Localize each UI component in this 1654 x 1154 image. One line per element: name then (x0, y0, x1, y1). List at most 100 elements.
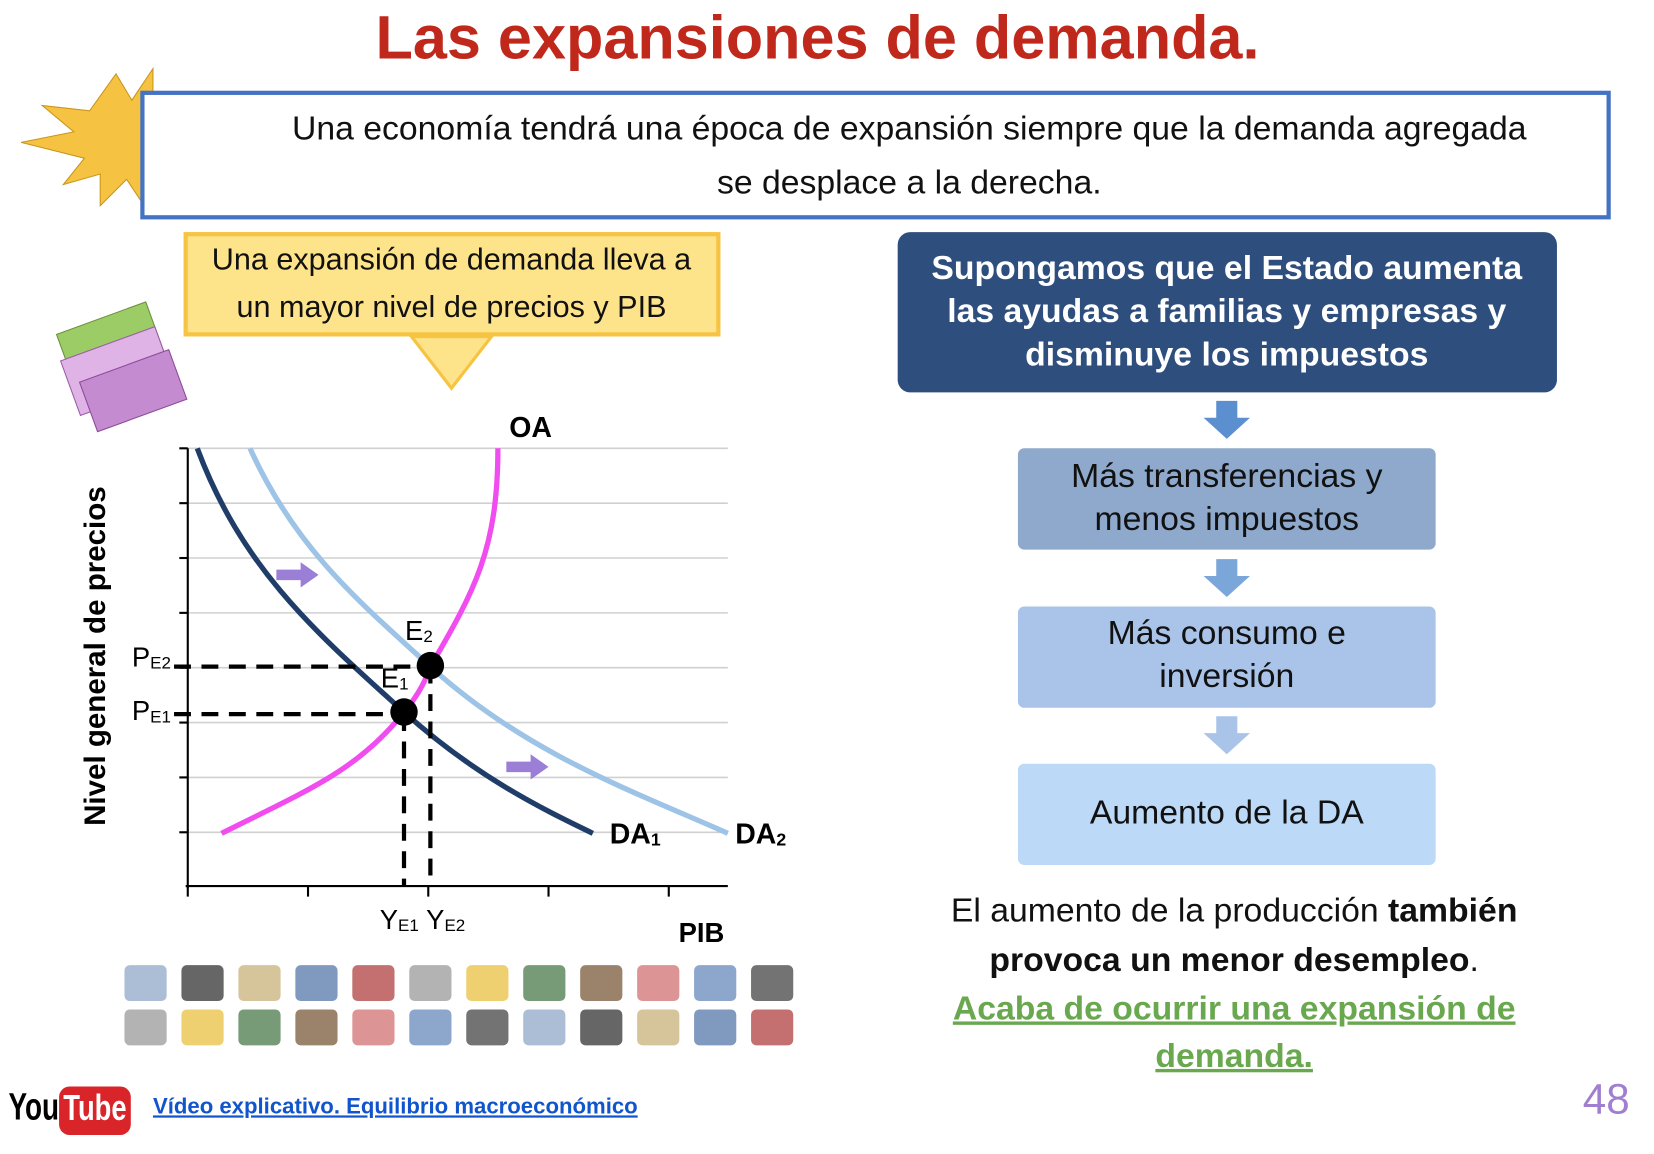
product-item (238, 1009, 281, 1046)
conclusion-line: provoca un menor desempleo. (989, 941, 1479, 979)
output-label: YE2 (426, 904, 465, 936)
label-sub: E1 (398, 917, 419, 936)
conclusion-text: El aumento de la producción (951, 891, 1388, 929)
product-item (637, 1009, 680, 1046)
label-base: DA (735, 818, 776, 850)
conclusion-link[interactable]: demanda. (1155, 1037, 1313, 1075)
label-base: Y (426, 904, 444, 935)
label-base: P (132, 642, 150, 673)
product-item (124, 965, 167, 1002)
flow-heading-line: disminuye los impuestos (1025, 335, 1428, 373)
products-image (124, 965, 794, 1046)
product-item (295, 1009, 338, 1046)
product-item (466, 1009, 509, 1046)
flow-heading-box (897, 232, 1557, 393)
flow-step-box (1017, 763, 1436, 865)
flow-step-line: Aumento de la DA (1090, 793, 1364, 831)
label-sub: E1 (150, 708, 171, 727)
product-item (580, 1009, 623, 1046)
flow-step-line: Más transferencias y (1071, 457, 1382, 495)
flow-step-line: Más consumo e (1108, 614, 1346, 652)
label-sub: 2 (423, 628, 432, 647)
logo-tube: Tube (63, 1088, 126, 1128)
product-item (523, 965, 566, 1002)
definition-line: Una economía tendrá una época de expansi… (292, 110, 1527, 148)
product-item (751, 1009, 794, 1046)
equilibrium-point (416, 651, 445, 680)
logo-badge (59, 1086, 131, 1136)
output-label: YE1 (380, 904, 419, 936)
conclusion-line: El aumento de la producción también (951, 891, 1518, 929)
youtube-logo[interactable]: You Tube (8, 1086, 131, 1136)
product-item (694, 1009, 737, 1046)
money-image (55, 301, 188, 433)
label-sub: E2 (444, 917, 465, 936)
product-item (637, 965, 680, 1002)
product-item (181, 965, 224, 1002)
video-link[interactable]: Vídeo explicativo. Equilibrio macroeconó… (153, 1093, 638, 1118)
product-item (352, 1009, 395, 1046)
grid (179, 447, 728, 897)
flow-heading-line: Supongamos que el Estado aumenta (931, 249, 1522, 287)
supply-curve (220, 448, 501, 836)
flow-arrow (1203, 559, 1250, 598)
price-label: PE1 (132, 695, 171, 727)
page-number: 48 (1583, 1075, 1630, 1122)
product-item (124, 1009, 167, 1046)
flow-arrow (1203, 400, 1250, 439)
x-axis-label: PIB (679, 917, 725, 948)
flow-step-box (1017, 606, 1436, 708)
shift-arrow (276, 562, 319, 588)
callout-line: Una expansión de demanda lleva a (212, 243, 691, 277)
flow-heading-line: las ayudas a familias y empresas y (947, 292, 1506, 330)
product-item (295, 965, 338, 1002)
logo-you: You (8, 1087, 59, 1129)
product-item (238, 965, 281, 1002)
definition-line: se desplace a la derecha. (717, 164, 1102, 202)
point-label: E2 (405, 615, 433, 647)
label-sub: 1 (399, 675, 408, 694)
y-axis-label: Nivel general de precios (79, 486, 112, 826)
curve-label: DA2 (735, 818, 786, 850)
price-label: PE2 (132, 642, 171, 674)
product-item (352, 965, 395, 1002)
label-sub: 1 (651, 829, 661, 849)
product-item (694, 965, 737, 1002)
product-item (466, 965, 509, 1002)
callout-box (183, 232, 721, 337)
definition-box (140, 90, 1611, 220)
point-label: E1 (381, 663, 409, 695)
title: Las expansiones de demanda. (376, 3, 1260, 71)
flow-arrow (1203, 716, 1250, 755)
flow-step-box (1017, 448, 1436, 550)
product-item (409, 1009, 452, 1046)
product-item (580, 965, 623, 1002)
flow-step-line: menos impuestos (1095, 500, 1360, 538)
label-base: E (381, 663, 399, 694)
conclusion-bold: provoca un menor desempleo (989, 941, 1469, 979)
graph: Nivel general de precios PIB OA DA1 DA2 … (79, 412, 787, 948)
callout-arrow (408, 334, 495, 391)
conclusion-bold: también (1388, 891, 1517, 929)
label-sub: E2 (150, 654, 171, 673)
label-base: P (132, 695, 150, 726)
product-item (409, 965, 452, 1002)
curve-label: OA (509, 412, 552, 444)
conclusion-link[interactable]: Acaba de ocurrir una expansión de (953, 989, 1516, 1027)
shift-arrow (506, 754, 549, 780)
label-base: DA (610, 818, 651, 850)
product-item (523, 1009, 566, 1046)
callout-line: un mayor nivel de precios y PIB (236, 290, 666, 324)
conclusion-text: . (1470, 941, 1479, 979)
equilibrium-point (390, 698, 418, 726)
curve-label: DA1 (610, 818, 661, 850)
product-item (751, 965, 794, 1002)
label-base: Y (380, 904, 398, 935)
flow-step-line: inversión (1159, 657, 1294, 695)
label-base: E (405, 615, 423, 646)
product-item (181, 1009, 224, 1046)
label-sub: 2 (776, 829, 786, 849)
